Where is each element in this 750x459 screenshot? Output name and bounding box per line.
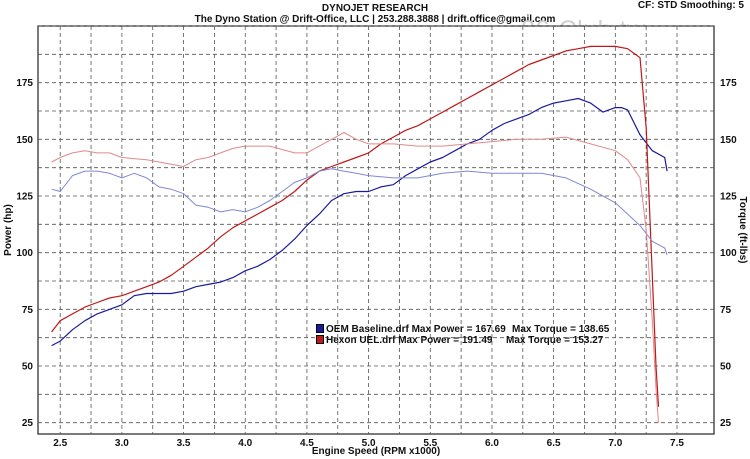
y-axis-label: Power (hp) (3, 204, 14, 256)
y-tick-labels-right: 25 50 75 100 125 150 175 (720, 78, 737, 429)
y2-tick-label: 50 (720, 362, 732, 373)
x-tick-label: 7.0 (608, 438, 622, 449)
y-tick-label: 50 (22, 362, 34, 373)
x-tick-label: 3.0 (115, 438, 129, 449)
y2-tick-label: 125 (720, 192, 737, 203)
legend-swatch-hexon (316, 335, 324, 344)
y2-tick-label: 100 (720, 248, 737, 259)
chart-title: DYNOJET RESEARCH (321, 3, 429, 14)
legend-entry-oem: OEM Baseline.drf Max Power = 167.69 Max T… (316, 324, 609, 335)
series-line-hexon-torque (51, 132, 659, 423)
legend-hexon-power: Hexon UEL.drf Max Power = 191.49 (326, 335, 493, 346)
series-lines (51, 45, 668, 423)
y2-axis-label: Torque (ft-lbs) (737, 196, 748, 263)
x-tick-label: 3.5 (177, 438, 191, 449)
x-axis-label: Engine Speed (RPM x1000) (312, 446, 440, 457)
x-tick-label: 2.5 (53, 438, 67, 449)
y2-tick-label: 175 (720, 78, 737, 89)
y-tick-labels-left: 25 50 75 100 125 150 175 (16, 78, 33, 429)
y-tick-label: 100 (16, 248, 33, 259)
y2-tick-label: 150 (720, 135, 737, 146)
y-tick-label: 175 (16, 78, 33, 89)
chart-subtitle: The Dyno Station @ Drift-Office, LLC | 2… (194, 14, 556, 25)
y-tick-label: 25 (22, 418, 34, 429)
y-tick-label: 75 (22, 305, 34, 316)
settings-readout: CF: STD Smoothing: 5 (637, 0, 744, 11)
x-tick-label: 6.0 (485, 438, 499, 449)
x-tick-label: 6.5 (547, 438, 561, 449)
x-tick-label: 7.5 (670, 438, 684, 449)
series-line-oem-torque (51, 168, 668, 256)
x-tick-label: 5.5 (423, 438, 437, 449)
legend-swatch-oem (316, 324, 324, 333)
x-tick-label: 4.0 (238, 438, 252, 449)
grid (38, 25, 714, 434)
legend-entry-hexon: Hexon UEL.drf Max Power = 191.49 Max Torq… (316, 335, 603, 346)
y-tick-label: 150 (16, 135, 33, 146)
series-line-hexon-power (51, 45, 660, 407)
legend-hexon-torque: Max Torque = 153.27 (506, 335, 604, 346)
x-tick-label: 5.0 (362, 438, 376, 449)
y2-tick-label: 75 (720, 305, 732, 316)
y-tick-label: 125 (16, 192, 33, 203)
x-tick-label: 4.5 (300, 438, 314, 449)
y2-tick-label: 25 (720, 418, 732, 429)
plot-frame (37, 25, 715, 435)
x-tick-labels: 2.5 3.0 3.5 4.0 4.5 5.0 5.5 6.0 6.5 7.0 7.5 (53, 438, 684, 449)
legend-oem-torque: Max Torque = 138.65 (512, 324, 610, 335)
series-line-oem-power (51, 97, 668, 347)
legend-oem-power: OEM Baseline.drf Max Power = 167.69 (326, 324, 506, 335)
